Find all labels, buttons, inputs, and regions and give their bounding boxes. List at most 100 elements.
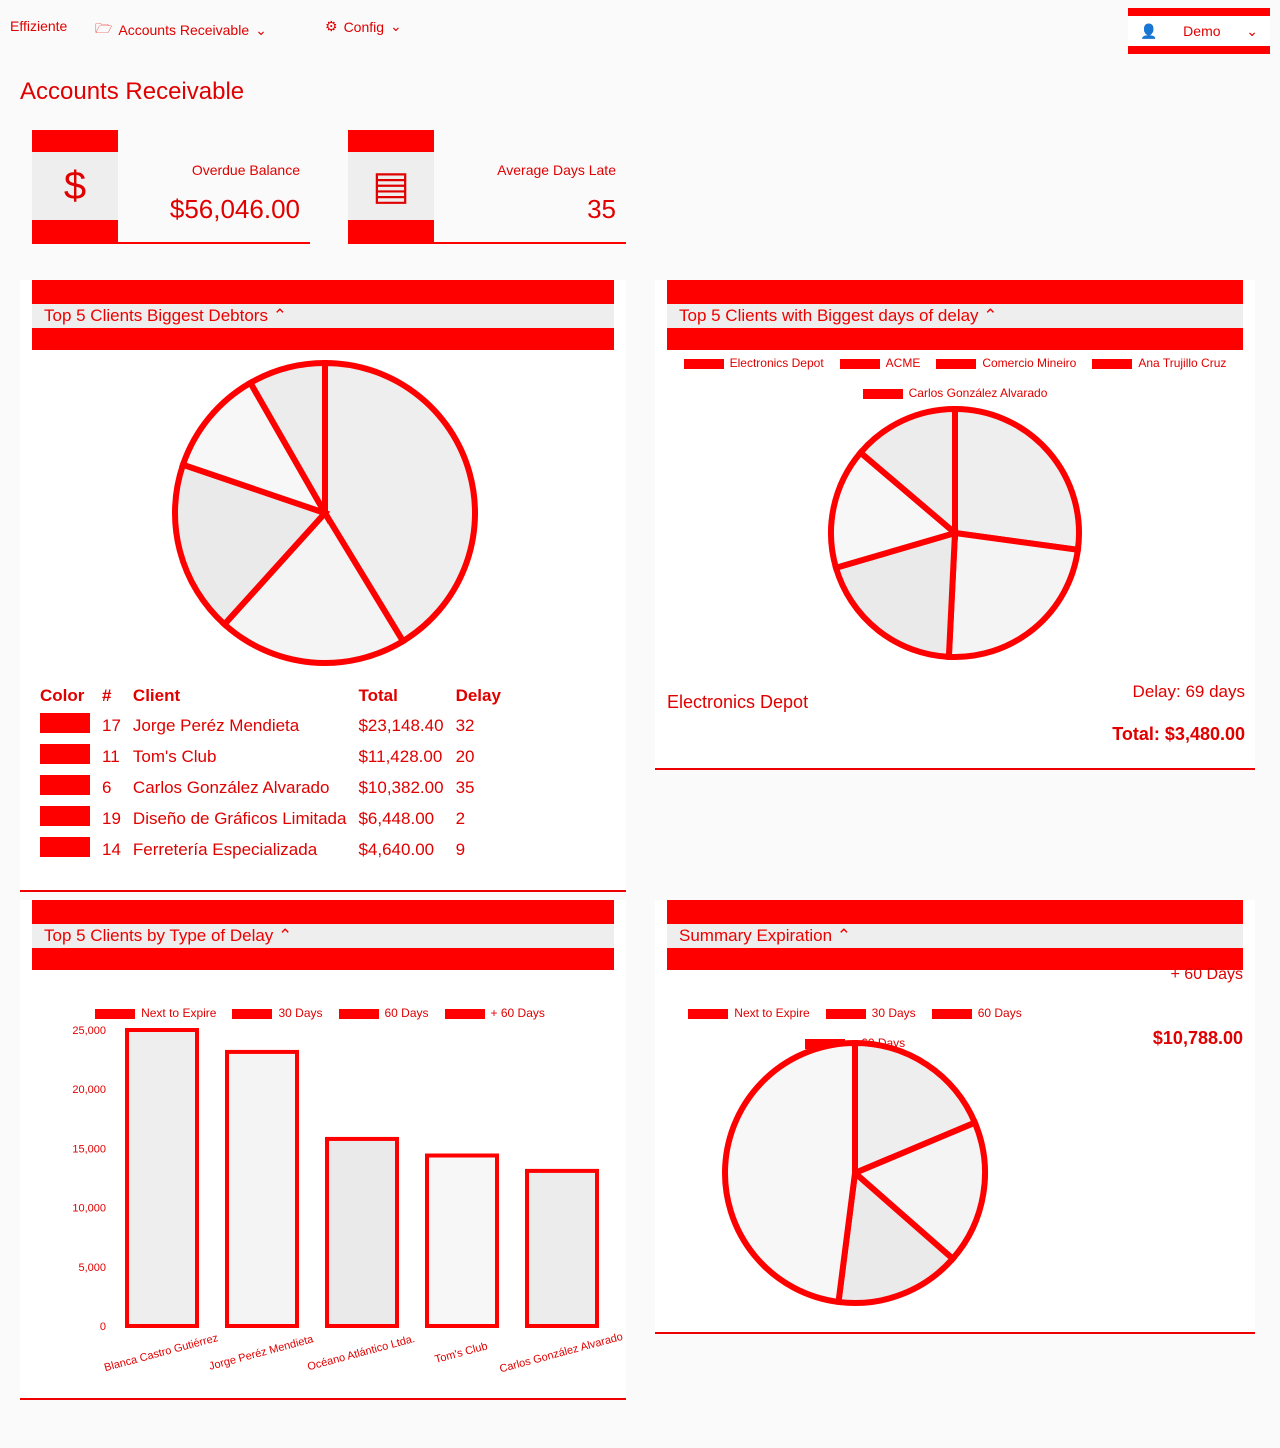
chevron-up-icon: ⌃ (272, 306, 287, 325)
average-days-card: ▤ Average Days Late 35 (348, 130, 626, 244)
y-tick-label: 10,000 (72, 1203, 106, 1215)
summary-title: Summary Expiration (679, 926, 833, 945)
legend-item[interactable]: Comercio Mineiro (936, 356, 1076, 370)
pie-slice[interactable] (832, 528, 959, 660)
legend-item[interactable]: Electronics Depot (683, 356, 824, 370)
pie-slice[interactable] (852, 1039, 979, 1178)
col-total: Total (358, 686, 398, 705)
selected-total: Total: $3,480.00 (1112, 724, 1245, 744)
y-tick-label: 20,000 (72, 1084, 106, 1096)
legend-item[interactable]: Next to Expire (688, 1006, 810, 1020)
cell-delay: 9 (455, 839, 466, 859)
color-swatch (40, 744, 90, 764)
cell-num: 19 (102, 808, 121, 828)
pie-slice[interactable] (856, 405, 958, 540)
legend-item[interactable]: 30 Days (825, 1006, 916, 1020)
debtors-table: Color # Client Total Delay 17 Jorge Peré… (34, 682, 507, 865)
legend-item[interactable]: 60 Days (338, 1006, 429, 1020)
user-icon: 👤 (1140, 22, 1158, 39)
x-tick-label: Tom's Club (434, 1340, 489, 1366)
cell-client: Ferretería Especializada (132, 839, 318, 859)
x-tick-label: Jorge Peréz Mendieta (208, 1333, 316, 1373)
delays-panel: Top 5 Clients with Biggest days of delay… (655, 280, 1255, 770)
type-delay-legend: Next to Expire 30 Days 60 Days + 60 Days (40, 1006, 600, 1020)
cell-delay: 32 (455, 715, 475, 735)
nav-config[interactable]: ⚙ Config ⌄ (325, 18, 402, 35)
cell-total: $4,640.00 (358, 839, 435, 859)
delays-title: Top 5 Clients with Biggest days of delay (679, 306, 979, 325)
user-name: Demo (1183, 23, 1221, 39)
dollar-icon: $ (32, 130, 118, 242)
chevron-up-icon: ⌃ (983, 306, 998, 325)
pie-slice[interactable] (172, 460, 331, 629)
overdue-label: Overdue Balance (191, 162, 300, 178)
bar[interactable] (425, 1153, 499, 1328)
nav-accounts-receivable[interactable]: 🗁 Accounts Receivable ⌄ (95, 18, 267, 42)
color-swatch (40, 837, 90, 857)
type-delay-panel: Top 5 Clients by Type of Delay ⌃ Next to… (20, 900, 626, 1400)
table-row[interactable]: 19 Diseño de Gráficos Limitada $6,448.00… (34, 803, 507, 834)
folder-icon: 🗁 (95, 20, 113, 36)
pie-slice[interactable] (246, 359, 328, 525)
cell-delay: 20 (455, 746, 475, 766)
y-tick-label: 0 (100, 1321, 106, 1333)
brand-logo[interactable]: Effiziente (10, 18, 68, 34)
table-row[interactable]: 17 Jorge Peréz Mendieta $23,148.40 32 (34, 710, 507, 741)
legend-item[interactable]: 30 Days (232, 1006, 323, 1020)
debtors-header[interactable]: Top 5 Clients Biggest Debtors ⌃ (32, 280, 614, 350)
overdue-value: $56,046.00 (169, 194, 300, 224)
gear-icon: ⚙ (325, 18, 338, 34)
user-menu[interactable]: 👤 Demo ⌄ (1128, 8, 1270, 54)
chevron-up-icon: ⌃ (278, 926, 293, 945)
pie-slice[interactable] (179, 378, 332, 519)
color-swatch (40, 775, 90, 795)
table-row[interactable]: 14 Ferretería Especializada $4,640.00 9 (34, 834, 507, 865)
bar[interactable] (325, 1136, 399, 1329)
pie-slice[interactable] (952, 405, 1082, 554)
bar[interactable] (525, 1168, 599, 1328)
x-tick-label: Carlos González Alvarado (498, 1331, 624, 1376)
pie-slice[interactable] (722, 1039, 858, 1306)
chevron-down-icon: ⌄ (1246, 22, 1258, 39)
bar[interactable] (125, 1028, 199, 1328)
table-row[interactable]: 11 Tom's Club $11,428.00 20 (34, 741, 507, 772)
overdue-balance-card: $ Overdue Balance $56,046.00 (32, 130, 310, 244)
cell-num: 6 (102, 777, 112, 797)
pie-slice[interactable] (828, 448, 962, 572)
table-row[interactable]: 6 Carlos González Alvarado $10,382.00 35 (34, 772, 507, 803)
legend-item[interactable]: Carlos González Alvarado (862, 386, 1047, 400)
chevron-up-icon: ⌃ (836, 926, 852, 945)
debtors-pie (172, 359, 478, 666)
nav-config-label: Config (343, 18, 385, 35)
delays-header[interactable]: Top 5 Clients with Biggest days of delay… (667, 280, 1243, 350)
chevron-down-icon: ⌄ (255, 21, 267, 38)
x-tick-label: Océano Atlántico Ltda. (306, 1333, 416, 1373)
legend-item[interactable]: Ana Trujillo Cruz (1092, 356, 1226, 370)
summary-selected-label: + 60 Days (1170, 966, 1243, 983)
legend-item[interactable]: ACME (839, 356, 920, 370)
selected-client: Electronics Depot (667, 692, 809, 712)
pie-slice[interactable] (835, 1167, 957, 1306)
x-tick-label: Blanca Castro Gutiérrez (103, 1332, 219, 1374)
pie-slice[interactable] (945, 529, 1082, 660)
days-value: 35 (587, 194, 616, 224)
cell-num: 11 (102, 746, 120, 766)
nav-accounts-label: Accounts Receivable (118, 22, 250, 38)
col-color: Color (40, 686, 85, 705)
bar[interactable] (225, 1049, 299, 1329)
color-swatch (40, 806, 90, 826)
col-num: # (102, 686, 112, 705)
summary-selected-value: $10,788.00 (1152, 1028, 1243, 1048)
page-title: Accounts Receivable (20, 78, 245, 105)
chevron-down-icon: ⌄ (390, 18, 402, 34)
legend-item[interactable]: Next to Expire (95, 1006, 216, 1020)
legend-item[interactable]: + 60 Days (444, 1006, 545, 1020)
summary-header[interactable]: Summary Expiration ⌃ (667, 900, 1243, 970)
delays-legend: Electronics Depot ACME Comercio Mineiro … (675, 356, 1235, 400)
type-delay-header[interactable]: Top 5 Clients by Type of Delay ⌃ (32, 900, 614, 970)
legend-item[interactable]: 60 Days (931, 1006, 1022, 1020)
pie-slice[interactable] (220, 508, 408, 666)
type-delay-title: Top 5 Clients by Type of Delay (44, 926, 274, 945)
pie-slice[interactable] (849, 1118, 988, 1263)
